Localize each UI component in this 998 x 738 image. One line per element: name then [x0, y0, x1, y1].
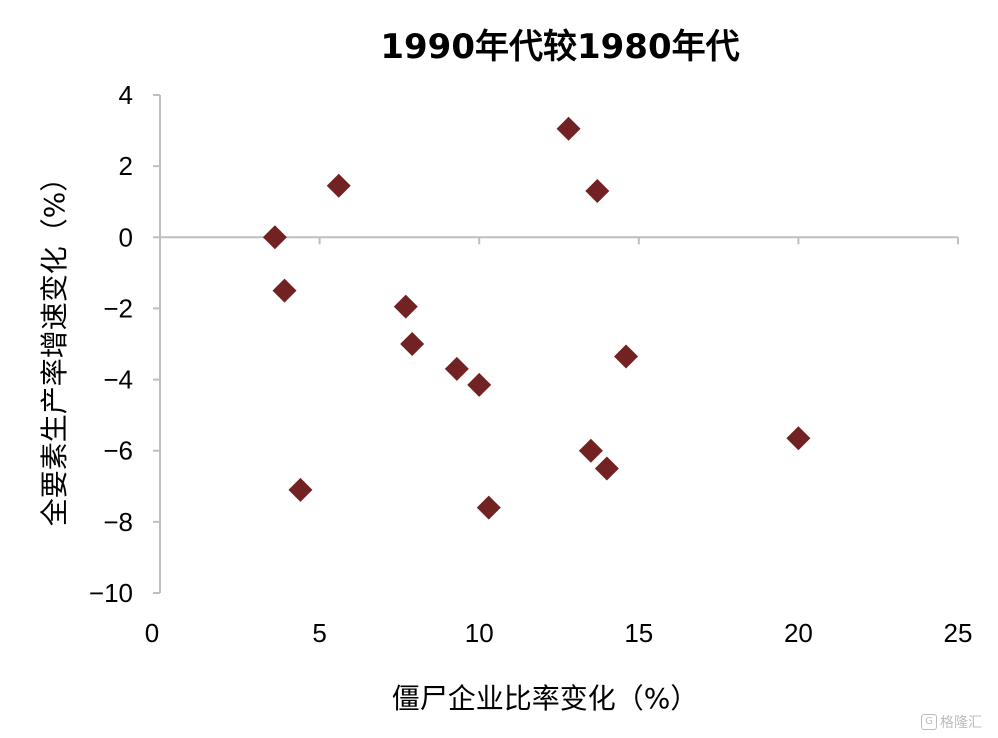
y-tick-label: −8: [103, 507, 133, 537]
data-point: [393, 294, 418, 319]
x-tick-label: 5: [312, 618, 326, 648]
tick-labels: 420−2−4−6−8−100 5 10 15 20 25: [89, 80, 973, 648]
y-tick-label: −6: [103, 436, 133, 466]
data-point: [614, 344, 639, 369]
y-tick-label: 4: [119, 80, 133, 110]
y-tick-label: 2: [119, 151, 133, 181]
data-point: [262, 225, 287, 250]
chart-title: 1990年代较1980年代: [380, 27, 739, 67]
data-point: [272, 278, 297, 303]
data-point: [594, 456, 619, 481]
data-point: [578, 438, 603, 463]
y-tick-label: −4: [103, 365, 133, 395]
y-axis-title: 全要素生产率增速变化（%）: [38, 164, 71, 527]
data-points: [262, 116, 811, 520]
data-point: [585, 179, 610, 204]
data-point: [326, 173, 351, 198]
x-tick-label: 25: [944, 618, 973, 648]
y-tick-label: −10: [89, 578, 133, 608]
axes: [153, 94, 959, 594]
data-point: [556, 116, 581, 141]
x-tick-label: 20: [784, 618, 813, 648]
x-axis-title: 僵尸企业比率变化（%）: [392, 682, 699, 715]
y-tick-label: 0: [119, 222, 133, 252]
watermark-text: 格隆汇: [940, 715, 982, 731]
x-tick-label: 0: [145, 618, 159, 648]
watermark: G 格隆汇: [921, 712, 982, 732]
gelonghui-logo-icon: G: [921, 714, 937, 730]
data-point: [444, 356, 469, 381]
x-tick-label: 15: [624, 618, 653, 648]
data-point: [467, 372, 492, 397]
data-point: [288, 477, 313, 502]
data-point: [476, 495, 501, 520]
x-tick-label: 10: [465, 618, 494, 648]
data-point: [400, 332, 425, 356]
y-tick-label: −2: [103, 293, 133, 323]
data-point: [786, 426, 811, 451]
